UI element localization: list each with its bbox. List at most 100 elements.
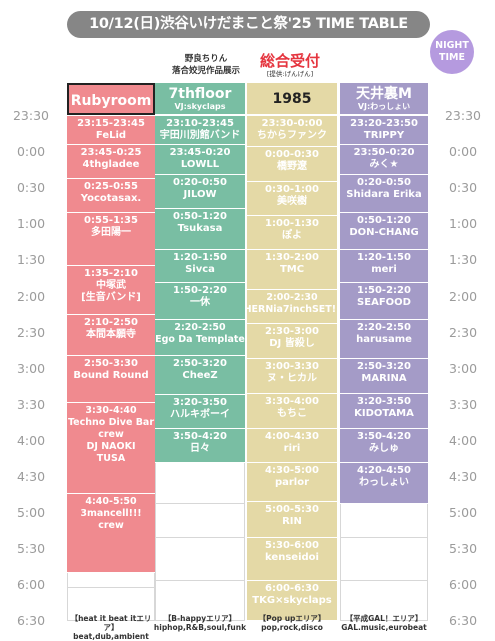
slot-artist: もちこ <box>277 407 307 419</box>
slot-artist: わっしょい <box>359 477 409 489</box>
performance-slot: 3:00-3:30 ヌ・ヒカル <box>247 359 337 394</box>
slot-artist: meri <box>371 263 397 275</box>
slot-time: 4:20-4:50 <box>357 465 411 477</box>
time-label-left: 6:30 <box>16 613 46 629</box>
slot-artist: TRIPPY <box>363 130 405 141</box>
performance-slot: 0:20-0:50 JILOW <box>155 175 245 209</box>
time-label-left: 0:30 <box>16 180 46 196</box>
slot-artist: Ego Da Template <box>155 334 245 346</box>
time-label-right: 4:00 <box>448 432 478 448</box>
time-label-left: 6:00 <box>16 577 46 593</box>
slot-artist: 多田陽一 <box>91 226 131 238</box>
performance-slot: 1:50-2:20 一休 <box>155 283 245 321</box>
slot-artist: 宇田川別館バンド <box>159 130 241 141</box>
slot-artist: JILOW <box>183 189 217 201</box>
area-name: 【平成GAL！エリア】 <box>345 614 423 623</box>
performance-slot: 2:10-2:50 本間本願寺 <box>67 315 155 356</box>
empty-slot <box>67 587 155 622</box>
slot-artist: SEAFOOD <box>357 297 411 309</box>
slot-time: 3:30-4:40 <box>85 404 137 416</box>
slot-artist: KIDOTAMA <box>354 407 414 419</box>
slot-time: 0:00-0:30 <box>265 148 319 160</box>
area-genres: hiphop,R&B,soul,funk <box>153 623 247 632</box>
performance-slot: 5:00-5:30 RIN <box>247 501 337 538</box>
slot-time: 1:20-1:50 <box>173 251 227 263</box>
empty-slot <box>155 463 245 504</box>
slot-time: 0:50-1:20 <box>357 214 411 226</box>
time-label-right: 0:30 <box>448 180 478 196</box>
page-title: 10/12(日)渋谷いけだまこと祭'25 TIME TABLE <box>67 11 430 38</box>
slot-artist: ハルキボーイ <box>170 408 230 420</box>
night-time-badge: NIGHT TIME <box>430 30 474 74</box>
stage-name: 1985 <box>272 91 312 107</box>
stage-header: 天井裏M VJ:わっしょい <box>340 83 428 115</box>
slot-time: 23:45-0:25 <box>80 146 142 158</box>
performance-slot: 2:50-3:20 CheeZ <box>155 355 245 395</box>
performance-slot: 3:20-3:50 ハルキボーイ <box>155 394 245 430</box>
reception-note: 総合受付 [提供:げんげん] <box>250 53 330 79</box>
time-label-left: 3:30 <box>16 396 46 412</box>
time-label-left: 23:30 <box>12 108 50 123</box>
slot-time: 4:40-5:50 <box>85 495 137 507</box>
empty-slot <box>155 503 245 538</box>
performance-slot: 2:50-3:30 Bound Round <box>67 355 155 403</box>
performance-slot: 3:50-4:20 日々 <box>155 429 245 464</box>
slot-time: 2:50-3:30 <box>84 357 138 369</box>
slot-time: 1:50-2:20 <box>173 285 227 297</box>
performance-slot: 2:20-2:50 harusame <box>340 320 428 359</box>
slot-time: 1:35-2:10 <box>84 268 138 280</box>
empty-slot <box>67 573 155 588</box>
slot-time: 1:00-1:30 <box>265 218 319 230</box>
slot-artist: 3mancell!!! <box>80 507 142 519</box>
slot-time: 2:20-2:50 <box>357 322 411 334</box>
stage-name: Rubyroom <box>70 93 152 109</box>
slot-time: 3:20-3:50 <box>173 396 227 408</box>
area-genres: pop,rock,disco <box>261 623 323 632</box>
stage-column: 7thfloor VJ:skyclaps 23:10-23:45 宇田川別館バンド 23… <box>155 83 245 622</box>
area-name: 【Pop upエリア】 <box>258 614 326 623</box>
slot-artist: [生音バンド] <box>81 292 141 304</box>
stage-column: 1985 23:30-0:00 ちからファンク 0:00-0:30 橋野遼 0:30-1:… <box>247 83 337 622</box>
stage-column: 天井裏M VJ:わっしょい 23:20-23:50 TRIPPY 23:50-0:20 み… <box>340 83 428 622</box>
slot-artist: ちからファンク <box>257 130 327 141</box>
area-name: 【heat it beat itエリア】 <box>70 614 152 632</box>
area-name: 【B-happyエリア】 <box>163 614 237 623</box>
slot-time: 1:20-1:50 <box>357 251 411 263</box>
slot-time: 5:30-6:00 <box>265 539 319 551</box>
time-label-left: 2:30 <box>16 324 46 340</box>
time-label-right: 6:30 <box>448 613 478 629</box>
slot-artist: Yocotasax. <box>80 193 142 205</box>
time-label-right: 0:00 <box>448 144 478 160</box>
performance-slot: 23:30-0:00 ちからファンク <box>247 116 337 147</box>
performance-slot: 4:40-5:50 3mancell!!! crew <box>67 493 155 574</box>
slot-time: 23:50-0:20 <box>353 146 415 158</box>
area-genres: GAL.music,eurobeat <box>341 623 427 632</box>
slot-artist: DJ NAOKI <box>86 440 136 452</box>
badge-line-1: NIGHT <box>435 40 469 51</box>
slot-time: 0:50-1:20 <box>173 210 227 222</box>
area-label: 【heat it beat itエリア】 beat,dub,ambient <box>65 614 157 641</box>
performance-slot: 0:25-0:55 Yocotasax. <box>67 179 155 213</box>
time-label-right: 5:00 <box>448 505 478 521</box>
time-label-left: 0:00 <box>16 144 46 160</box>
performance-slot: 23:45-0:25 4thgladee <box>67 144 155 180</box>
slot-artist: 橋野遼 <box>277 160 307 172</box>
performance-slot: 1:50-2:20 SEAFOOD <box>340 283 428 321</box>
slot-artist: Techno Dive Bar <box>67 416 155 428</box>
performance-slot: 4:30-5:00 parlor <box>247 463 337 502</box>
stage-name: 7thfloor <box>168 86 232 102</box>
slot-artist: Bound Round <box>73 369 149 381</box>
slot-time: 0:55-1:35 <box>84 214 138 226</box>
slot-artist: TMC <box>279 263 305 275</box>
performance-slot: 1:00-1:30 ぽよ <box>247 216 337 250</box>
time-label-left: 5:00 <box>16 505 46 521</box>
performance-slot: 0:00-0:30 橋野遼 <box>247 146 337 183</box>
slot-time: 5:00-5:30 <box>265 503 319 515</box>
slot-artist: Tsukasa <box>177 222 223 234</box>
time-label-right: 2:00 <box>448 288 478 304</box>
slot-artist: ぽよ <box>282 230 302 242</box>
reception-credit: [提供:げんげん] <box>266 70 314 78</box>
slot-artist: TKG×skyclaps <box>252 594 332 606</box>
slot-time: 1:50-2:20 <box>357 285 411 297</box>
slot-time: 23:10-23:45 <box>166 118 234 129</box>
